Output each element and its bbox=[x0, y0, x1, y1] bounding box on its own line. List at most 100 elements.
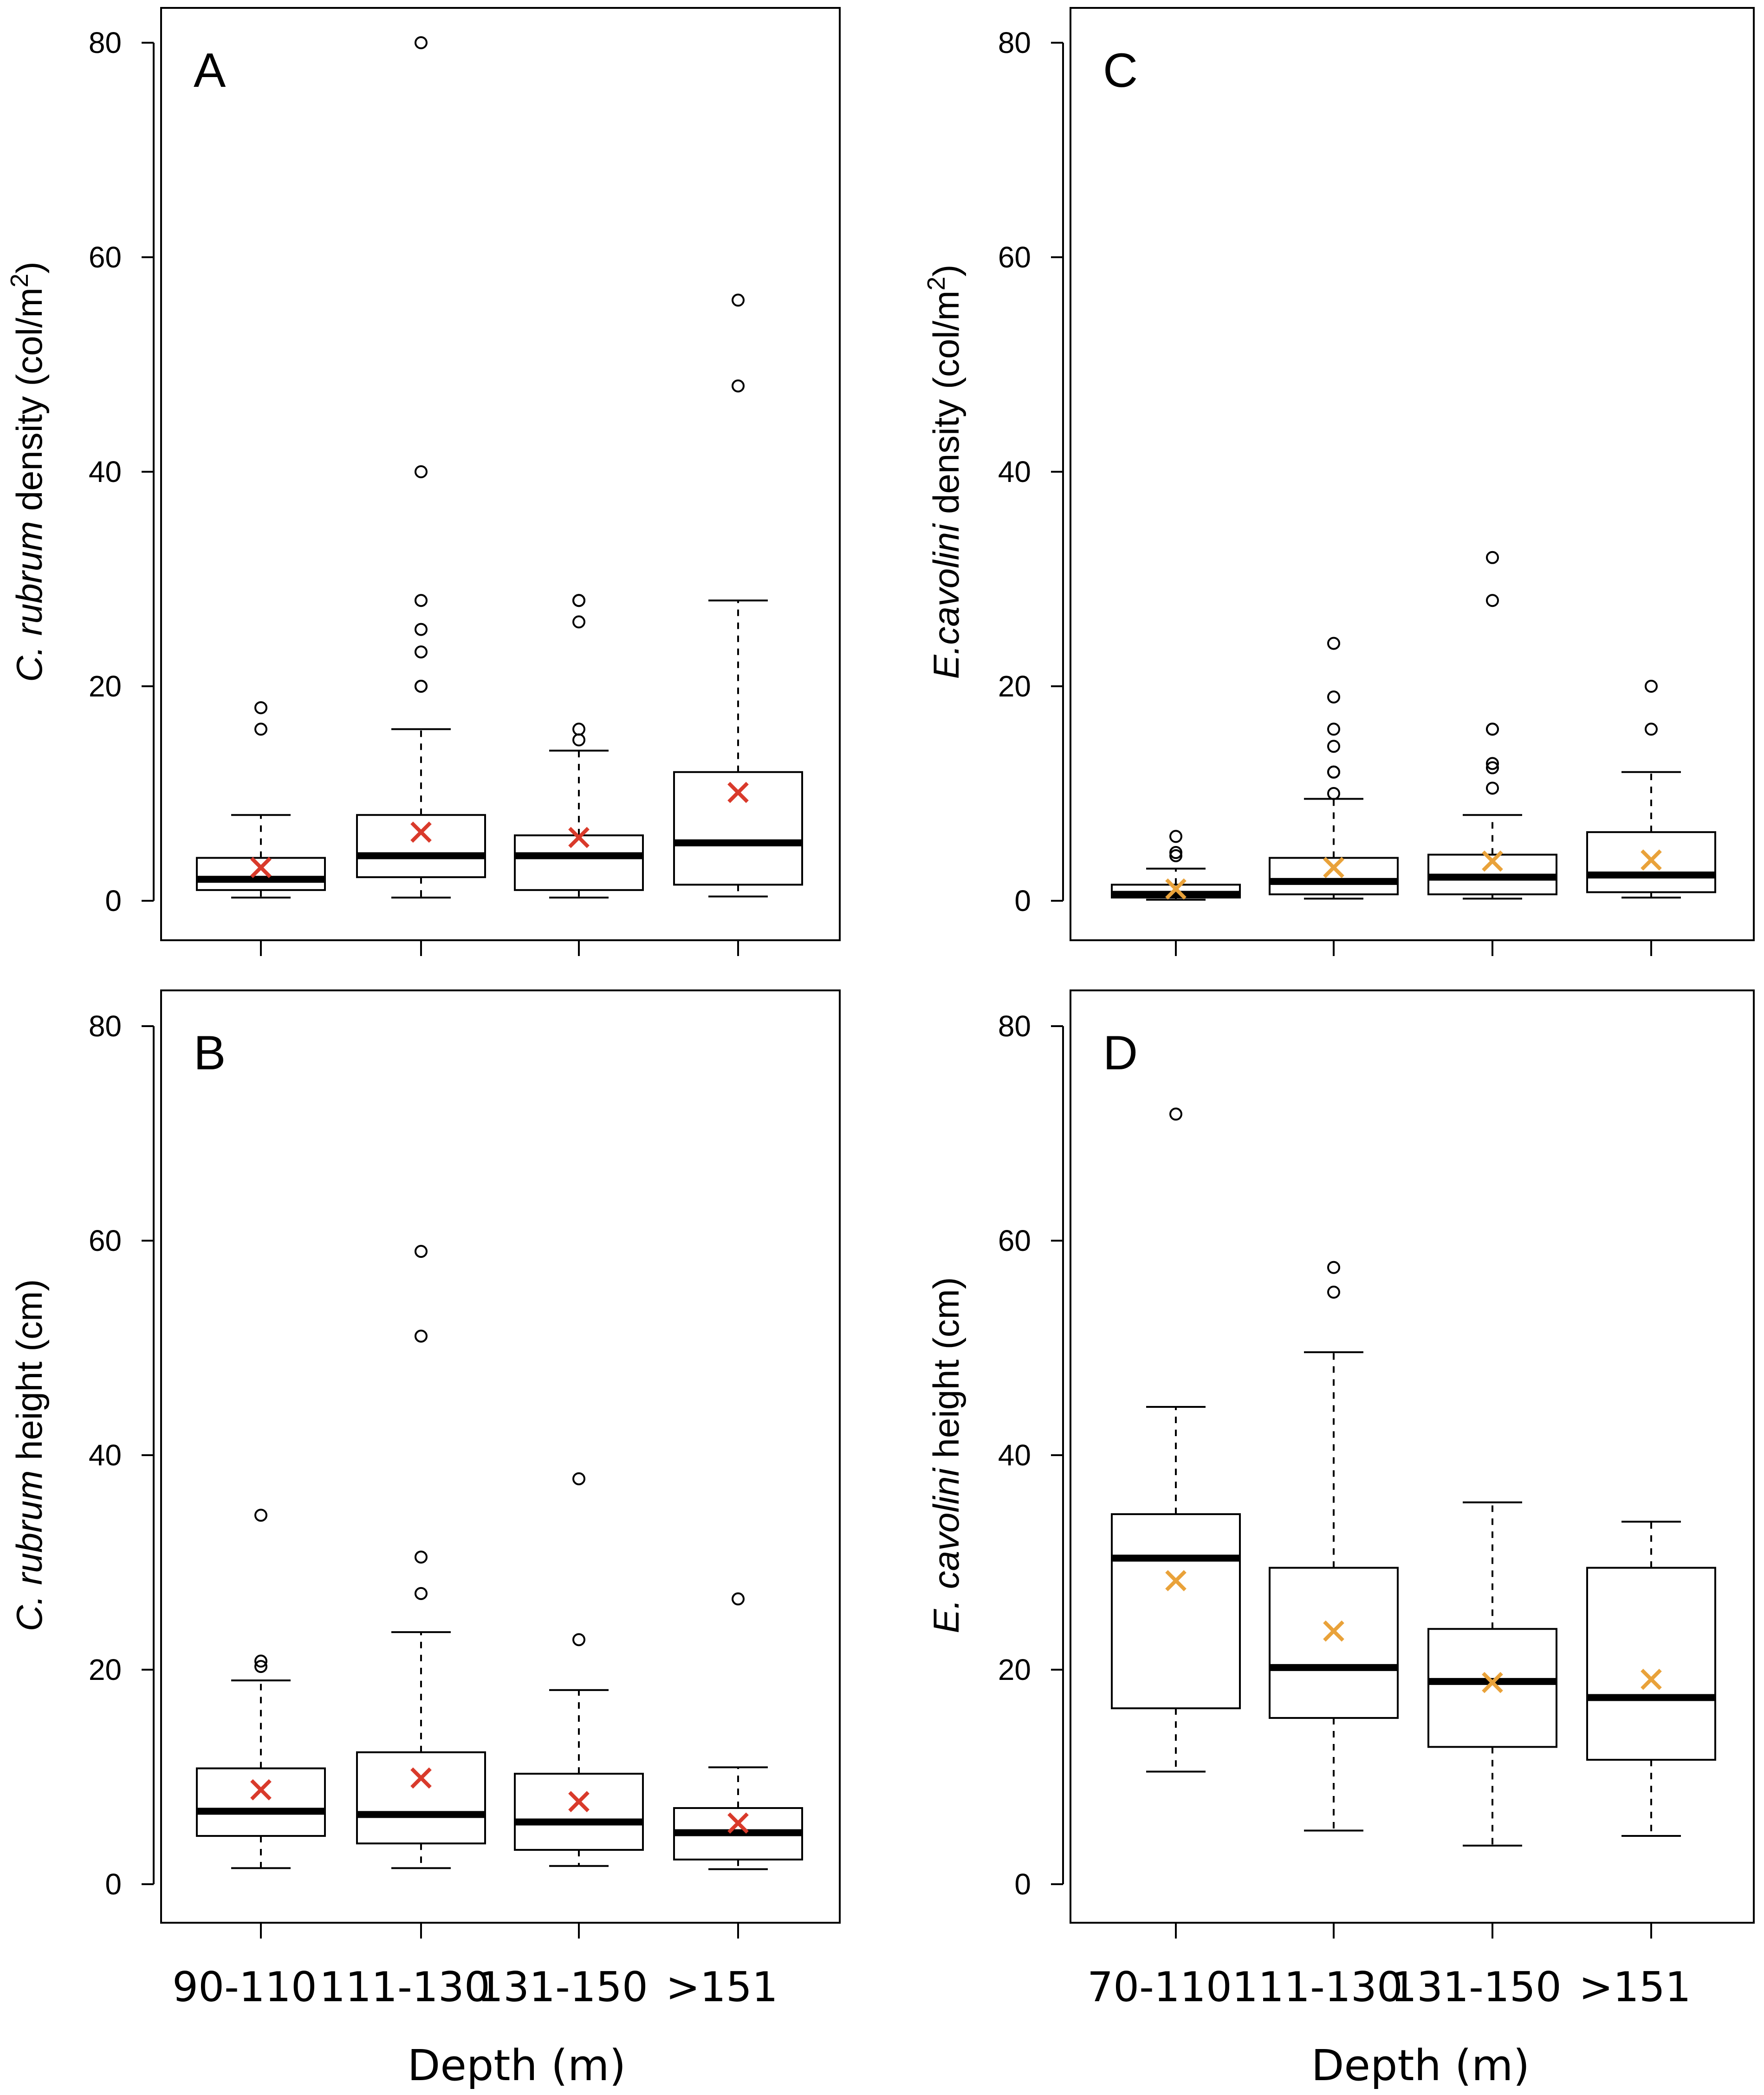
y-axis-title-close: ) bbox=[9, 261, 50, 273]
outlier-point bbox=[572, 594, 585, 607]
y-tick-label: 0 bbox=[1014, 884, 1031, 917]
x-category-label: 111-130 bbox=[1232, 1963, 1403, 2011]
outlier-point bbox=[1486, 761, 1499, 774]
box-111-130 bbox=[1269, 637, 1399, 900]
mean-marker-stroke bbox=[1482, 1672, 1503, 1693]
outlier-point bbox=[254, 701, 267, 715]
mean-marker bbox=[1641, 1668, 1662, 1690]
y-axis-title-measure: height (cm) bbox=[926, 1277, 966, 1468]
mean-marker bbox=[568, 826, 590, 848]
outlier-point bbox=[415, 36, 428, 49]
outlier-point bbox=[1486, 781, 1499, 795]
y-tick-label: 40 bbox=[89, 455, 122, 488]
mean-marker bbox=[1165, 1570, 1187, 1592]
y-tick-label: 60 bbox=[998, 1224, 1031, 1257]
outlier-point bbox=[254, 1654, 267, 1668]
y-tick-label: 60 bbox=[89, 241, 122, 274]
y-axis-title-species: E.cavolini bbox=[926, 523, 966, 679]
y-tick-label: 80 bbox=[998, 26, 1031, 59]
outlier-point bbox=[732, 1592, 745, 1606]
mean-marker bbox=[250, 857, 272, 878]
outlier-point bbox=[1169, 830, 1182, 843]
plot-frame bbox=[160, 989, 841, 1924]
y-tick-label: 40 bbox=[89, 1438, 122, 1472]
box-111-130 bbox=[356, 36, 486, 899]
mean-marker bbox=[1323, 857, 1344, 878]
y-tick-label: 80 bbox=[998, 1009, 1031, 1043]
y-tick-label: 20 bbox=[89, 1653, 122, 1686]
x-category-label: 131-150 bbox=[477, 1963, 648, 2011]
y-tick-label: 20 bbox=[89, 670, 122, 703]
panel-letter: C bbox=[1103, 44, 1138, 98]
mean-marker bbox=[1482, 1672, 1503, 1693]
outlier-point bbox=[1327, 765, 1340, 779]
outlier-point bbox=[1327, 690, 1340, 704]
x-category-label: >151 bbox=[1579, 1963, 1691, 2011]
mean-marker-stroke bbox=[1165, 878, 1187, 900]
y-axis-title-species: C. rubrum bbox=[9, 1470, 50, 1632]
mean-marker bbox=[410, 821, 432, 843]
iqr-box bbox=[196, 857, 326, 891]
y-axis-title: E. cavolini height (cm) bbox=[926, 1277, 966, 1633]
outlier-point bbox=[1327, 787, 1340, 800]
y-axis-title-superscript: 2 bbox=[922, 277, 950, 291]
y-axis-title-measure: density (col/m bbox=[9, 287, 50, 521]
box-131-150 bbox=[1427, 551, 1557, 900]
mean-marker-stroke bbox=[1641, 849, 1662, 871]
iqr-box bbox=[196, 1767, 326, 1837]
y-tick-label: 40 bbox=[998, 455, 1031, 488]
outlier-point bbox=[1486, 594, 1499, 607]
mean-marker bbox=[1165, 878, 1187, 900]
panel-a-density-c-rubrum: 0 20 40 60 80 C. rubrum density (col/m2) A bbox=[6, 7, 841, 956]
outlier-point bbox=[1645, 680, 1658, 693]
box-111-130 bbox=[1269, 1261, 1399, 1832]
iqr-box bbox=[673, 771, 803, 886]
box-90-110 bbox=[196, 1509, 326, 1869]
outlier-point bbox=[415, 465, 428, 478]
box-70-110 bbox=[1111, 1107, 1241, 1773]
box-131-150 bbox=[514, 1472, 644, 1867]
outlier-point bbox=[415, 594, 428, 607]
box->151 bbox=[1586, 1521, 1716, 1837]
y-tick-label: 60 bbox=[998, 241, 1031, 274]
outlier-point bbox=[415, 645, 428, 659]
box-131-150 bbox=[514, 594, 644, 899]
mean-marker-stroke bbox=[1641, 1668, 1662, 1690]
outlier-point bbox=[572, 1472, 585, 1485]
y-axis-title-superscript: 2 bbox=[6, 273, 33, 287]
mean-marker bbox=[1323, 1620, 1344, 1642]
mean-marker-stroke bbox=[1323, 857, 1344, 878]
x-category-label: 90-110 bbox=[172, 1963, 317, 2011]
outlier-point bbox=[1327, 722, 1340, 736]
box->151 bbox=[1586, 680, 1716, 899]
iqr-box bbox=[514, 1773, 644, 1851]
x-category-label: 111-130 bbox=[319, 1963, 490, 2011]
outlier-point bbox=[1327, 740, 1340, 753]
iqr-box bbox=[356, 1751, 486, 1845]
box->151 bbox=[673, 293, 803, 898]
outlier-point bbox=[572, 1633, 585, 1646]
outlier-point bbox=[415, 1587, 428, 1600]
plot-frame bbox=[160, 7, 841, 941]
x-axis-title: Depth (m) bbox=[1311, 2041, 1530, 2090]
outlier-point bbox=[1486, 757, 1499, 770]
y-tick-label: 0 bbox=[105, 1867, 122, 1901]
iqr-box bbox=[1269, 857, 1399, 896]
outlier-point bbox=[254, 1509, 267, 1522]
outlier-point bbox=[1645, 722, 1658, 736]
iqr-box bbox=[514, 834, 644, 891]
outlier-point bbox=[1327, 1285, 1340, 1299]
outlier-point bbox=[732, 379, 745, 393]
panel-b-height-c-rubrum: 0 20 40 60 80 C. rubrum height (cm) B 90-110 111… bbox=[9, 989, 841, 2090]
mean-marker-stroke bbox=[1482, 850, 1503, 872]
outlier-point bbox=[1327, 637, 1340, 650]
mean-marker-stroke bbox=[410, 821, 432, 843]
iqr-box bbox=[1111, 1513, 1241, 1710]
outlier-point bbox=[415, 680, 428, 693]
outlier-point bbox=[415, 1550, 428, 1564]
y-axis-title-close: ) bbox=[926, 265, 966, 277]
mean-marker-stroke bbox=[1323, 1620, 1344, 1642]
panel-letter: B bbox=[194, 1026, 226, 1080]
